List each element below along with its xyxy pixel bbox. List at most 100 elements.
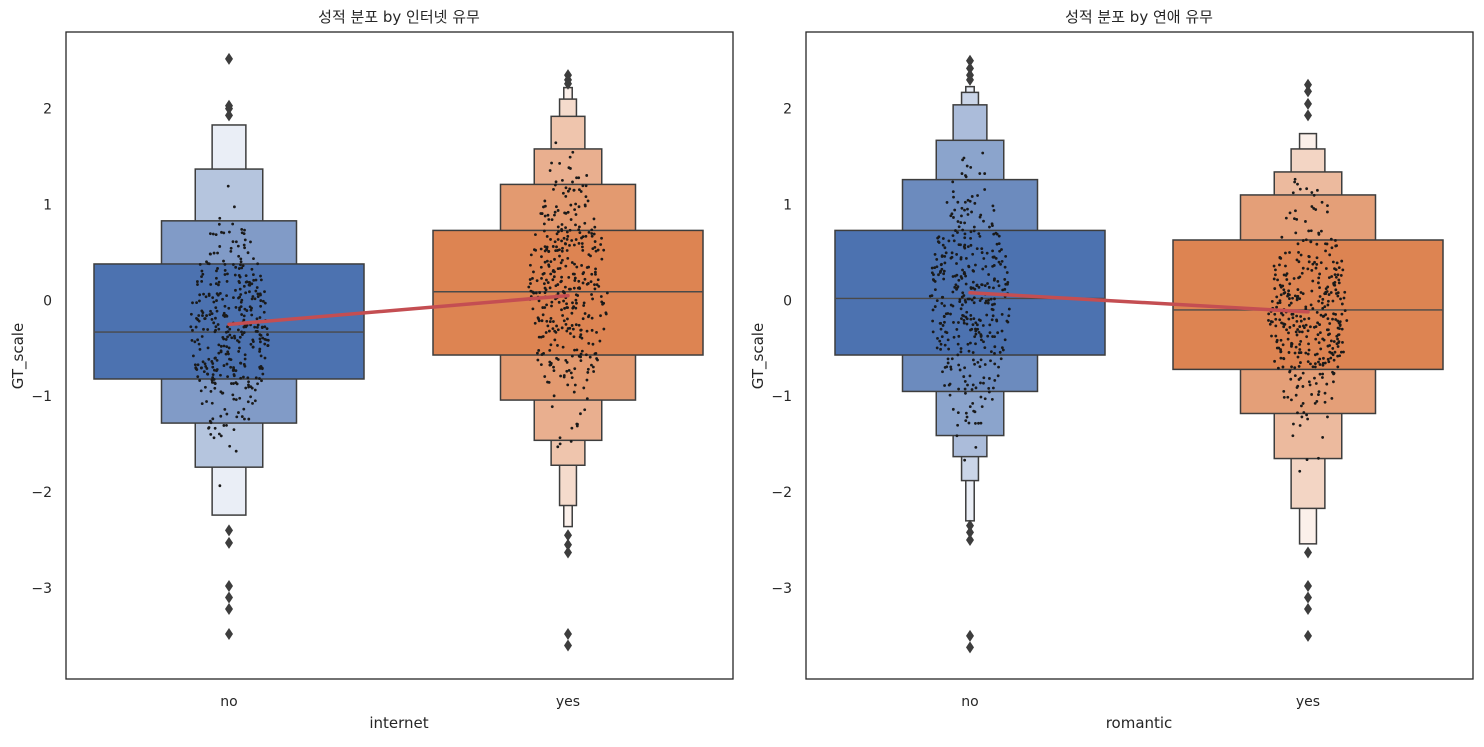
- swarm-point: [240, 313, 244, 316]
- swarm-point: [1291, 296, 1294, 300]
- swarm-point: [560, 275, 564, 279]
- outlier-point: [225, 109, 233, 122]
- swarm-point: [558, 442, 562, 446]
- swarm-point: [965, 322, 969, 326]
- plot-marks: [93, 52, 704, 652]
- swarm-point: [560, 239, 563, 243]
- swarm-point: [259, 299, 263, 302]
- swarm-point: [931, 330, 935, 334]
- swarm-point: [966, 213, 970, 216]
- swarm-point: [539, 212, 543, 215]
- outlier-point: [225, 603, 233, 616]
- swarm-point: [1281, 365, 1285, 369]
- swarm-point: [595, 357, 599, 360]
- swarm-point: [991, 303, 994, 307]
- swarm-point: [1285, 328, 1288, 332]
- swarm-point: [594, 267, 597, 271]
- swarm-point: [1287, 303, 1291, 307]
- swarm-point: [212, 377, 216, 381]
- swarm-point: [977, 285, 981, 289]
- swarm-point: [590, 228, 594, 232]
- swarm-point: [251, 345, 255, 349]
- outlier-point: [225, 102, 233, 115]
- swarm-point: [263, 290, 266, 294]
- swarm-point: [548, 169, 552, 172]
- swarm-point: [953, 274, 957, 278]
- swarm-point: [237, 411, 240, 414]
- swarm-point: [956, 200, 960, 204]
- outlier-point: [1304, 629, 1312, 642]
- swarm-point: [957, 243, 961, 246]
- outlier-point: [225, 536, 233, 549]
- swarm-point: [937, 235, 941, 239]
- swarm-point: [1000, 259, 1004, 263]
- swarm-point: [605, 291, 609, 295]
- swarm-point: [256, 292, 260, 296]
- swarm-point: [206, 328, 210, 331]
- swarm-point: [974, 422, 977, 425]
- swarm-point: [238, 275, 242, 279]
- swarm-point: [947, 347, 951, 351]
- swarm-point: [979, 358, 983, 362]
- swarm-point: [243, 364, 247, 368]
- swarm-point: [234, 449, 238, 453]
- swarm-point: [952, 335, 956, 339]
- swarm-point: [1306, 329, 1310, 333]
- swarm-point: [967, 349, 971, 353]
- swarm-point: [1278, 263, 1281, 267]
- swarm-point: [1315, 256, 1319, 260]
- swarm-point: [552, 369, 556, 373]
- swarm-point: [585, 378, 589, 382]
- swarm-point: [1290, 398, 1293, 402]
- swarm-point: [1305, 458, 1309, 462]
- swarm-point: [1318, 363, 1322, 366]
- swarm-point: [1337, 266, 1341, 270]
- swarm-point: [590, 234, 594, 238]
- swarm-point: [987, 298, 990, 302]
- swarm-point: [1325, 382, 1329, 386]
- swarm-point: [1293, 217, 1296, 221]
- swarm-point: [581, 184, 585, 188]
- swarm-point: [564, 211, 568, 215]
- swarm-point: [960, 276, 964, 280]
- swarm-point: [1300, 404, 1303, 408]
- swarm-point: [933, 305, 937, 308]
- y-tick-label: −2: [31, 485, 52, 501]
- outlier-point: [1304, 78, 1312, 91]
- swarm-point: [259, 274, 262, 278]
- x-tick-label: no: [961, 694, 978, 710]
- swarm-point: [206, 346, 210, 350]
- swarm-point: [1287, 331, 1290, 335]
- swarm-point: [228, 357, 231, 361]
- swarm-point: [1278, 299, 1282, 303]
- swarm-point: [1304, 238, 1308, 242]
- swarm-point: [999, 262, 1002, 266]
- swarm-point: [1320, 200, 1324, 204]
- swarm-point: [1313, 376, 1316, 380]
- swarm-point: [573, 276, 577, 280]
- swarm-point: [1278, 283, 1282, 287]
- swarm-point: [1306, 417, 1310, 421]
- swarm-point: [193, 363, 197, 367]
- swarm-point: [1329, 356, 1333, 360]
- swarm-point: [200, 269, 204, 273]
- swarm-point: [1282, 390, 1286, 393]
- swarm-point: [576, 422, 579, 426]
- mean-trend-line: [968, 290, 1310, 314]
- outlier-point: [564, 627, 572, 640]
- swarm-point: [952, 195, 955, 199]
- swarm-point: [231, 393, 235, 397]
- swarm-point: [222, 337, 226, 341]
- swarm-point: [1327, 276, 1331, 280]
- swarm-point: [202, 370, 206, 374]
- swarm-point: [260, 367, 264, 371]
- swarm-point: [942, 277, 946, 281]
- swarm-point: [978, 234, 982, 238]
- swarm-point: [1313, 362, 1317, 366]
- swarm-point: [943, 246, 947, 250]
- swarm-point: [561, 258, 564, 262]
- swarm-point: [261, 299, 265, 303]
- swarm-point: [254, 278, 258, 282]
- swarm-point: [1314, 266, 1318, 270]
- swarm-point: [552, 187, 555, 191]
